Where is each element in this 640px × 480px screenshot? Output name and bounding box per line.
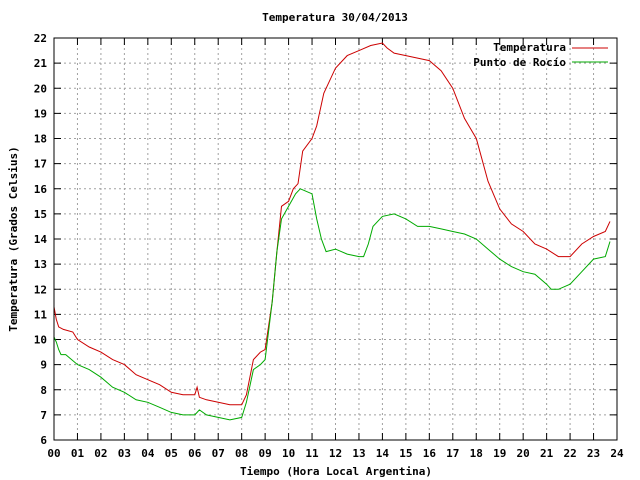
x-tick-label: 05 [165,447,178,460]
x-tick-label: 13 [352,447,365,460]
x-tick-label: 15 [399,447,412,460]
x-tick-label: 03 [118,447,131,460]
y-tick-label: 16 [34,183,48,196]
y-tick-label: 15 [34,208,47,221]
y-tick-label: 13 [34,258,47,271]
x-tick-label: 22 [563,447,576,460]
y-tick-label: 12 [34,283,47,296]
y-tick-label: 8 [40,384,47,397]
y-tick-label: 22 [34,32,47,45]
x-tick-label: 21 [540,447,554,460]
legend-label-temperatura: Temperatura [493,41,566,54]
y-tick-label: 7 [40,409,47,422]
x-tick-label: 04 [141,447,155,460]
x-tick-label: 17 [446,447,459,460]
legend: Temperatura Punto de Rocío [473,41,608,69]
series-line-temperatura [53,42,611,406]
y-tick-label: 6 [40,434,47,447]
x-axis-title: Tiempo (Hora Local Argentina) [240,465,432,478]
x-tick-label: 00 [47,447,60,460]
y-tick-label: 17 [34,158,47,171]
x-tick-label: 06 [188,447,202,460]
y-tick-label: 9 [40,359,47,372]
y-tick-label: 21 [34,57,48,70]
ticks: 6 7 8 9 10 11 12 13 14 15 16 17 18 19 20 21 22 00 01 02 03 04… [34,32,624,460]
x-tick-label: 07 [212,447,225,460]
x-tick-label: 08 [235,447,248,460]
series-lines [53,42,611,421]
grid [53,37,618,441]
y-tick-label: 18 [34,133,47,146]
x-tick-label: 09 [259,447,272,460]
series-line-punto-de-rocio [53,188,611,421]
x-tick-label: 11 [305,447,319,460]
x-tick-label: 10 [282,447,295,460]
x-tick-label: 01 [71,447,85,460]
y-tick-label: 19 [34,107,47,120]
y-tick-label: 20 [34,82,47,95]
chart-title: Temperatura 30/04/2013 [262,11,408,24]
legend-label-punto-de-rocio: Punto de Rocío [473,56,566,69]
y-tick-label: 11 [34,308,48,321]
x-tick-label: 02 [94,447,107,460]
x-tick-label: 16 [423,447,437,460]
y-tick-label: 14 [34,233,48,246]
x-tick-label: 14 [376,447,390,460]
x-tick-label: 19 [493,447,506,460]
x-tick-label: 24 [610,447,624,460]
y-axis-title: Temperatura (Grados Celsius) [7,146,20,331]
x-tick-label: 12 [329,447,342,460]
x-tick-label: 20 [517,447,530,460]
x-tick-label: 23 [587,447,600,460]
y-tick-label: 10 [34,334,47,347]
plot-frame [53,37,618,441]
x-tick-label: 18 [470,447,483,460]
